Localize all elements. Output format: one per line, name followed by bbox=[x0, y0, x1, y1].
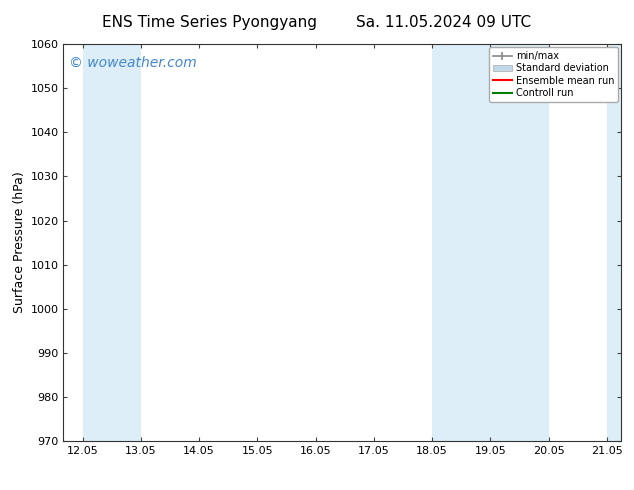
Text: © woweather.com: © woweather.com bbox=[69, 56, 197, 70]
Y-axis label: Surface Pressure (hPa): Surface Pressure (hPa) bbox=[13, 172, 26, 314]
Text: ENS Time Series Pyongyang        Sa. 11.05.2024 09 UTC: ENS Time Series Pyongyang Sa. 11.05.2024… bbox=[103, 15, 531, 30]
Bar bbox=[82, 44, 141, 441]
Bar bbox=[432, 44, 490, 441]
Bar bbox=[607, 44, 621, 441]
Legend: min/max, Standard deviation, Ensemble mean run, Controll run: min/max, Standard deviation, Ensemble me… bbox=[489, 47, 618, 102]
Bar bbox=[490, 44, 548, 441]
